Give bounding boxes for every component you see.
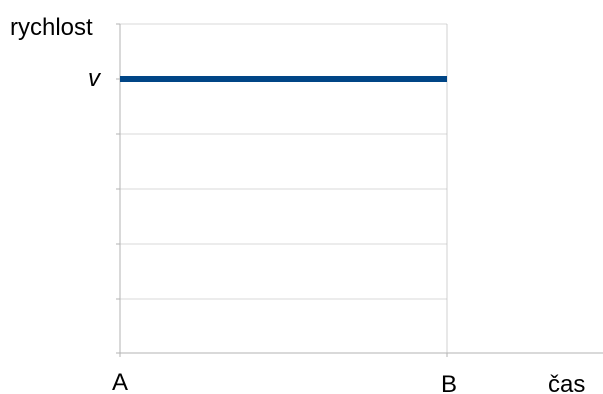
x-tick-label-a: A bbox=[112, 369, 128, 394]
x-axis-label: čas bbox=[548, 371, 585, 394]
x-tick-label-b: B bbox=[441, 371, 457, 394]
grid-lines bbox=[120, 23, 448, 353]
axes bbox=[116, 23, 603, 357]
y-tick-label-v: v bbox=[88, 65, 102, 92]
y-axis-label: rychlost bbox=[10, 14, 93, 41]
